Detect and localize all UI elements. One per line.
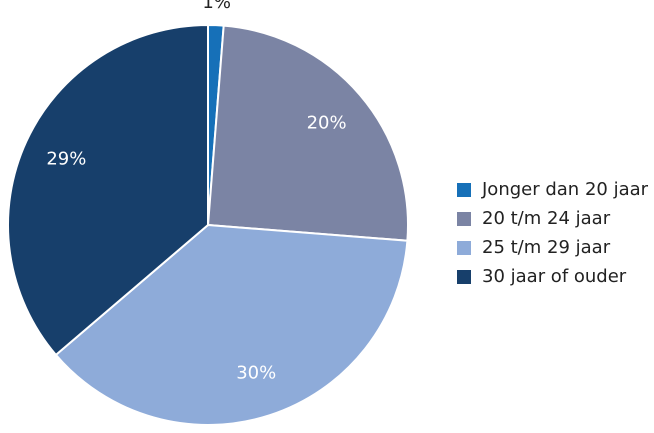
data-label: 1%: [202, 0, 231, 13]
legend-label: Jonger dan 20 jaar: [481, 179, 649, 200]
data-label: 20%: [307, 113, 347, 134]
pie-slice: [7, 23, 209, 357]
legend-label: 30 jaar of ouder: [482, 266, 627, 287]
pie-slice: [206, 24, 409, 242]
legend-label: 20 t/m 24 jaar: [482, 208, 611, 229]
legend-swatch: [457, 270, 471, 284]
data-label: 30%: [236, 362, 276, 383]
legend-swatch: [457, 241, 471, 255]
legend-swatch: [457, 212, 471, 226]
legend-label: 25 t/m 29 jaar: [482, 237, 611, 258]
pie-slice: [54, 223, 409, 426]
data-label: 29%: [46, 149, 86, 170]
legend-swatch: [457, 183, 471, 197]
